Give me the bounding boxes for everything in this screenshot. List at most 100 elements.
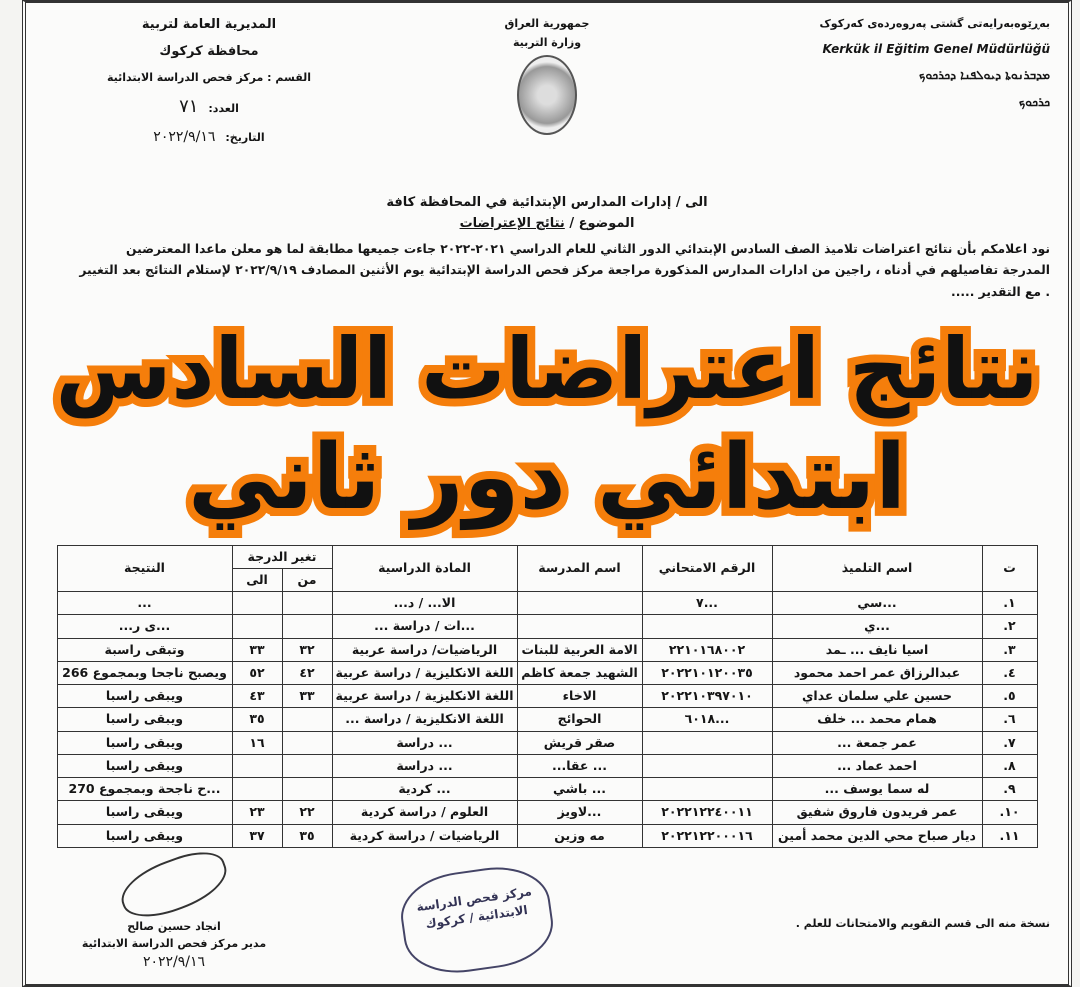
cell-to: ٣٥ <box>231 707 283 732</box>
cell-school: ... باشي <box>516 777 643 802</box>
date-label: التاريخ: <box>225 131 265 144</box>
cell-exam-no <box>641 614 773 639</box>
cell-name: ...سي <box>771 591 983 616</box>
overlay-title: نتائج اعتراضات السادس ابتدائي دور ثاني <box>44 303 1050 545</box>
document-page: المديرية العامة لتربية محافظة كركوك القس… <box>22 0 1072 987</box>
header-department: القسم : مركز فحص الدراسة الابتدائية <box>106 71 312 84</box>
cell-name: همام محمد ... خلف <box>771 707 983 732</box>
cell-exam-no <box>641 753 773 779</box>
body-line-1: نود اعلامكم بأن نتائج اعتراضات تلاميذ ال… <box>126 241 1050 256</box>
cell-name: احمد عماد ... <box>771 753 983 779</box>
header-kurdish: بەڕێوەبەرایەتی گشتی پەروەردەی کەرکوک <box>819 17 1050 30</box>
number-label: العدد: <box>208 102 239 115</box>
subject-value: نتائج الإعتراضات <box>459 215 565 231</box>
header-ministry: وزارة التربية <box>512 36 582 49</box>
cell-to: ٣٧ <box>231 823 283 848</box>
cell-seq: ١. <box>981 591 1038 616</box>
cell-exam-no <box>641 777 773 802</box>
table-row: ١١. ديار صباح محي الدين محمد أمين ٢٠٢٢١٢٢٠… <box>56 823 1038 848</box>
cell-school: الامة العربية للبنات <box>516 637 643 662</box>
ministry-seal-logo <box>517 55 577 135</box>
signature-scribble <box>113 842 235 928</box>
number-row: العدد: ٧١ <box>179 96 239 117</box>
cell-subject: ... دراسة <box>331 753 518 779</box>
body-line-3: . مع التقدير ..... <box>951 284 1050 299</box>
cell-name: عبدالرزاق عمر احمد محمود <box>771 660 983 686</box>
subject-line: الموضوع / نتائج الإعتراضات <box>44 214 1050 235</box>
cell-seq: ٦. <box>981 707 1038 732</box>
header-governorate: محافظة كركوك <box>159 44 259 59</box>
header-exam-no: الرقم الامتحاني <box>641 544 773 593</box>
signature-block: انجاد حسين صالح مدير مركز فحص الدراسة ال… <box>44 842 304 970</box>
cell-subject: العلوم / دراسة كردية <box>331 800 518 825</box>
table-row: ٨. احمد عماد ... ... عقا...... دراسة ويبقى … <box>56 753 1038 779</box>
cell-exam-no: ٢٠٢٢١٠٣٩٧٠١٠ <box>641 684 773 709</box>
cell-seq: ٧. <box>981 730 1038 755</box>
cell-school: الشهيد جمعة كاظم <box>516 660 643 686</box>
copy-note: نسخة منه الى قسم التقويم والامتحانات للع… <box>795 916 1050 930</box>
objections-table: ت اسم التلميذ الرقم الامتحاني اسم المدرس… <box>56 544 1038 848</box>
cell-name: ديار صباح محي الدين محمد أمين <box>771 823 983 848</box>
cell-result: ويبقى راسبا <box>56 823 233 848</box>
letter-footer: انجاد حسين صالح مدير مركز فحص الدراسة ال… <box>44 842 1050 980</box>
overlay-title-line-2: ابتدائي دور ثاني <box>180 417 914 538</box>
cell-exam-no: ٢٠٢٢١٢٢٤٠٠١١ <box>641 800 773 825</box>
cell-from: ٤٢ <box>281 660 333 686</box>
header-seq: ت <box>981 544 1038 593</box>
header-school: اسم المدرسة <box>516 544 643 593</box>
cell-to: ٥٢ <box>231 660 283 686</box>
cell-result: ويبقى راسبا <box>56 753 233 779</box>
cell-to: ٤٣ <box>231 684 283 709</box>
addressee: الى / إدارات المدارس الإبتدائية في المحا… <box>386 195 708 210</box>
cell-result: ... <box>56 591 233 616</box>
body-line-2: المدرجة تفاصيلهم في أدناه ، راجين من ادا… <box>79 263 1050 278</box>
cell-result: ...ح ناجحة وبمجموع 270 <box>56 777 233 802</box>
table-row: ٥. حسين علي سلمان عداي ٢٠٢٢١٠٣٩٧٠١٠ الاخاء ا… <box>56 684 1038 709</box>
cell-name: له سما يوسف ... <box>771 777 983 802</box>
cell-result: ويبقى راسبا <box>56 800 233 825</box>
cell-school: صقر قريش <box>516 730 643 755</box>
cell-from <box>281 591 333 616</box>
cell-seq: ١١. <box>981 823 1038 848</box>
cell-result: ويبقى راسبا <box>56 730 233 755</box>
letterhead-center: جمهورية العراق وزارة التربية <box>472 17 622 135</box>
center-stamp: مركز فحص الدراسة الابتدائية / كركوك <box>395 859 559 980</box>
cell-to: ٢٣ <box>231 800 283 825</box>
header-subject: المادة الدراسية <box>331 544 518 593</box>
date-value: ٢٠٢٢/٩/١٦ <box>153 129 216 145</box>
cell-exam-no: ...٦٠١٨ <box>641 707 773 732</box>
cell-from <box>281 614 333 639</box>
date-row: التاريخ: ٢٠٢٢/٩/١٦ <box>153 129 264 145</box>
table-row: ٢. ...ي ...ات / دراسة ... ...ى ر... <box>56 614 1038 639</box>
cell-seq: ٨. <box>981 753 1038 779</box>
letterhead: المديرية العامة لتربية محافظة كركوك القس… <box>44 17 1050 187</box>
header-from: من <box>281 567 333 593</box>
cell-subject: ... دراسة <box>331 730 518 755</box>
header-syriac: ܡܕܒܪܢܘܬܐ ܕܝܘܠܦܢܐ ܕܟܪܟܘܟ <box>919 68 1050 82</box>
table-row: ٤. عبدالرزاق عمر احمد محمود ٢٠٢٢١٠١٢٠٠٣٥ ال… <box>56 660 1038 686</box>
letterhead-multilingual: بەڕێوەبەرایەتی گشتی پەروەردەی کەرکوک Ker… <box>720 17 1050 110</box>
cell-exam-no: ٢٠٢٢١٢٢٠٠٠١٦ <box>641 823 773 848</box>
cell-subject: اللغة الانكليزية / دراسة عربية <box>331 660 518 686</box>
cell-result: ويبقى راسبا <box>56 684 233 709</box>
header-name: اسم التلميذ <box>771 544 983 593</box>
cell-to <box>231 614 283 639</box>
cell-subject: الرياضيات / دراسة كردية <box>331 823 518 848</box>
cell-from: ٣٣ <box>281 684 333 709</box>
header-change: تغير الدرجة <box>231 544 333 569</box>
cell-exam-no: ٢٢١٠١٦٨٠٠٢ <box>641 637 773 662</box>
cell-seq: ٩. <box>981 777 1038 802</box>
cell-seq: ٣. <box>981 637 1038 662</box>
overlay-title-line-1: نتائج اعتراضات السادس <box>48 312 1047 426</box>
cell-seq: ٥. <box>981 684 1038 709</box>
cell-school: ... عقا... <box>516 753 643 779</box>
cell-from <box>281 707 333 732</box>
subject-label: الموضوع / <box>569 215 635 231</box>
table-row: ٣. اسيا نايف ... ـمد ٢٢١٠١٦٨٠٠٢ الامة العرب… <box>56 637 1038 662</box>
cell-name: عمر جمعة ... <box>771 730 983 755</box>
cell-from <box>281 730 333 755</box>
cell-subject: اللغة الانكليزية / دراسة ... <box>331 707 518 732</box>
cell-exam-no: ...٧ <box>641 591 773 616</box>
cell-seq: ٢. <box>981 614 1038 639</box>
table-row: ١. ...سي ...٧ الا... / د...... <box>56 591 1038 616</box>
